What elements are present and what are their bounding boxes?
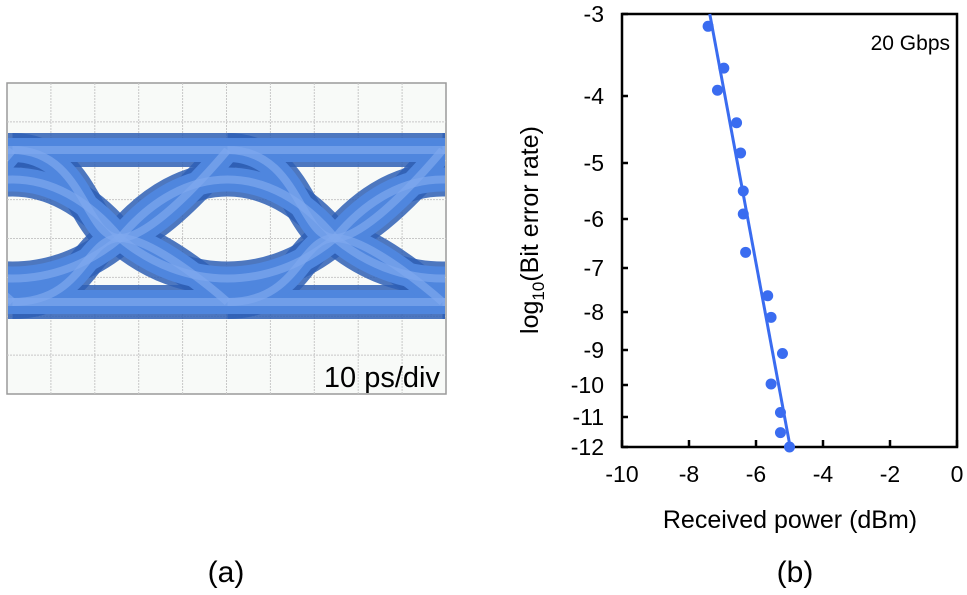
y-tick-label: -5 bbox=[584, 150, 604, 176]
data-marks bbox=[702, 13, 795, 453]
plot-area bbox=[620, 12, 959, 449]
y-tick-label: -9 bbox=[584, 337, 604, 363]
x-tick-label: 0 bbox=[951, 461, 964, 487]
y-tick-label: -6 bbox=[584, 206, 604, 232]
data-point bbox=[711, 84, 723, 96]
x-tick-label: -6 bbox=[746, 461, 766, 487]
bitrate-annotation: 20 Gbps bbox=[871, 32, 950, 55]
y-tick-label: -8 bbox=[584, 299, 604, 325]
panel-b-label: (b) bbox=[777, 556, 814, 589]
eye-trace-core bbox=[12, 146, 231, 306]
y-tick-label: -4 bbox=[584, 83, 605, 109]
y-axis: -3 -4 -5 -6 -7 -8 -9 -10 -11 -12 bbox=[571, 1, 628, 460]
x-tick-label: -2 bbox=[880, 461, 900, 487]
data-point bbox=[762, 290, 774, 302]
fit-line bbox=[708, 13, 792, 448]
data-point bbox=[774, 407, 786, 419]
data-point bbox=[702, 20, 714, 32]
y-tick-label: -12 bbox=[571, 434, 604, 460]
x-axis-label: Received power (dBm) bbox=[663, 506, 917, 534]
data-point bbox=[765, 378, 777, 390]
y-tick-label: -10 bbox=[571, 372, 604, 398]
eye-trace-core bbox=[227, 146, 445, 306]
eye-traces bbox=[8, 133, 445, 319]
y-label-prefix: log bbox=[516, 301, 544, 334]
eye-trace-core bbox=[332, 234, 445, 283]
y-tick-label: -11 bbox=[572, 404, 604, 430]
y-tick-label: -3 bbox=[584, 1, 604, 27]
y-label-subscript: 10 bbox=[529, 282, 548, 301]
panel-a-label: (a) bbox=[208, 556, 245, 589]
data-point bbox=[735, 147, 747, 159]
data-point bbox=[731, 117, 743, 129]
eye-diagram: 10 ps/div bbox=[6, 82, 447, 395]
data-point bbox=[718, 62, 730, 74]
data-point bbox=[737, 185, 749, 197]
data-point bbox=[737, 208, 749, 220]
data-point bbox=[740, 246, 752, 258]
data-point bbox=[774, 427, 786, 439]
data-point bbox=[784, 441, 795, 453]
y-tick-label: -7 bbox=[584, 255, 604, 281]
y-label-rest: (Bit error rate) bbox=[516, 126, 544, 282]
data-point bbox=[765, 311, 777, 323]
x-tick-label: -10 bbox=[605, 461, 638, 487]
x-tick-label: -4 bbox=[813, 461, 834, 487]
scale-annotation: 10 ps/div bbox=[324, 362, 441, 394]
x-axis: -10 -8 -6 -4 -2 0 bbox=[605, 440, 963, 487]
eye-trace-core bbox=[331, 175, 445, 241]
ber-chart: -10 -8 -6 -4 -2 0 -3 -4 -5 -6 -7 -8 -9 -10 -11 -12 20 … bbox=[516, 1, 963, 534]
y-axis-label: log10(Bit error rate) bbox=[516, 126, 548, 334]
x-tick-label: -8 bbox=[679, 461, 699, 487]
data-point bbox=[776, 348, 788, 359]
